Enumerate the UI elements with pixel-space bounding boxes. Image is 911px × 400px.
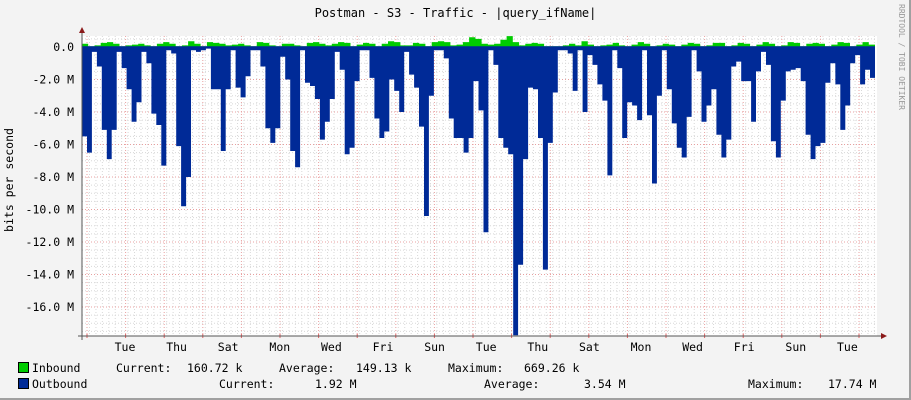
x-tick-label: Mon: [269, 340, 290, 354]
rrdtool-watermark: RRDTOOL / TOBI OETIKER: [897, 4, 906, 110]
y-tick-label: -14.0 M: [26, 268, 75, 282]
x-axis-arrow-icon: [881, 333, 887, 339]
y-tick-label: 0.0: [53, 40, 74, 54]
inbound-maximum-label: Maximum:: [448, 361, 504, 375]
y-tick-label: -6.0 M: [32, 138, 74, 152]
outbound-area: [82, 47, 875, 336]
x-tick-label: Thu: [166, 340, 187, 354]
x-tick-label: Fri: [373, 340, 394, 354]
inbound-current-label: Current:: [116, 361, 172, 375]
x-tick-label: Tue: [115, 340, 136, 354]
outbound-average-value: 3.54 M: [584, 377, 626, 391]
chart-title: Postman - S3 - Traffic - |query_ifName|: [314, 6, 597, 20]
outbound-average-label: Average:: [484, 377, 540, 391]
outbound-current-value: 1.92 M: [315, 377, 357, 391]
inbound-maximum-value: 669.26 k: [524, 361, 580, 375]
outbound-maximum-value: 17.74 M: [828, 377, 877, 391]
y-tick-label: -2.0 M: [32, 73, 74, 87]
outbound-label: Outbound: [32, 377, 88, 391]
y-tick-label: -16.0 M: [26, 300, 75, 314]
x-tick-label: Thu: [527, 340, 548, 354]
inbound-label: Inbound: [32, 361, 81, 375]
y-tick-label: -12.0 M: [26, 235, 75, 249]
y-axis-arrow-icon: [79, 27, 85, 33]
x-tick-label: Wed: [682, 340, 703, 354]
x-tick-label: Wed: [321, 340, 342, 354]
outbound-maximum-label: Maximum:: [748, 377, 804, 391]
inbound-current-value: 160.72 k: [187, 361, 243, 375]
inbound-swatch-icon: [18, 362, 29, 373]
x-tick-label: Sun: [785, 340, 806, 354]
x-tick-label: Sat: [218, 340, 239, 354]
x-tick-label: Sun: [424, 340, 445, 354]
x-tick-label: Tue: [476, 340, 497, 354]
inbound-average-label: Average:: [279, 361, 335, 375]
inbound-average-value: 149.13 k: [356, 361, 412, 375]
x-tick-label: Mon: [631, 340, 652, 354]
y-tick-label: -10.0 M: [26, 203, 75, 217]
y-tick-label: -8.0 M: [32, 170, 74, 184]
x-tick-label: Tue: [837, 340, 858, 354]
outbound-swatch-icon: [18, 378, 29, 389]
y-tick-label: -4.0 M: [32, 105, 74, 119]
inbound-area: [82, 36, 875, 47]
x-tick-label: Sat: [579, 340, 600, 354]
outbound-current-label: Current:: [219, 377, 275, 391]
x-tick-label: Fri: [734, 340, 755, 354]
